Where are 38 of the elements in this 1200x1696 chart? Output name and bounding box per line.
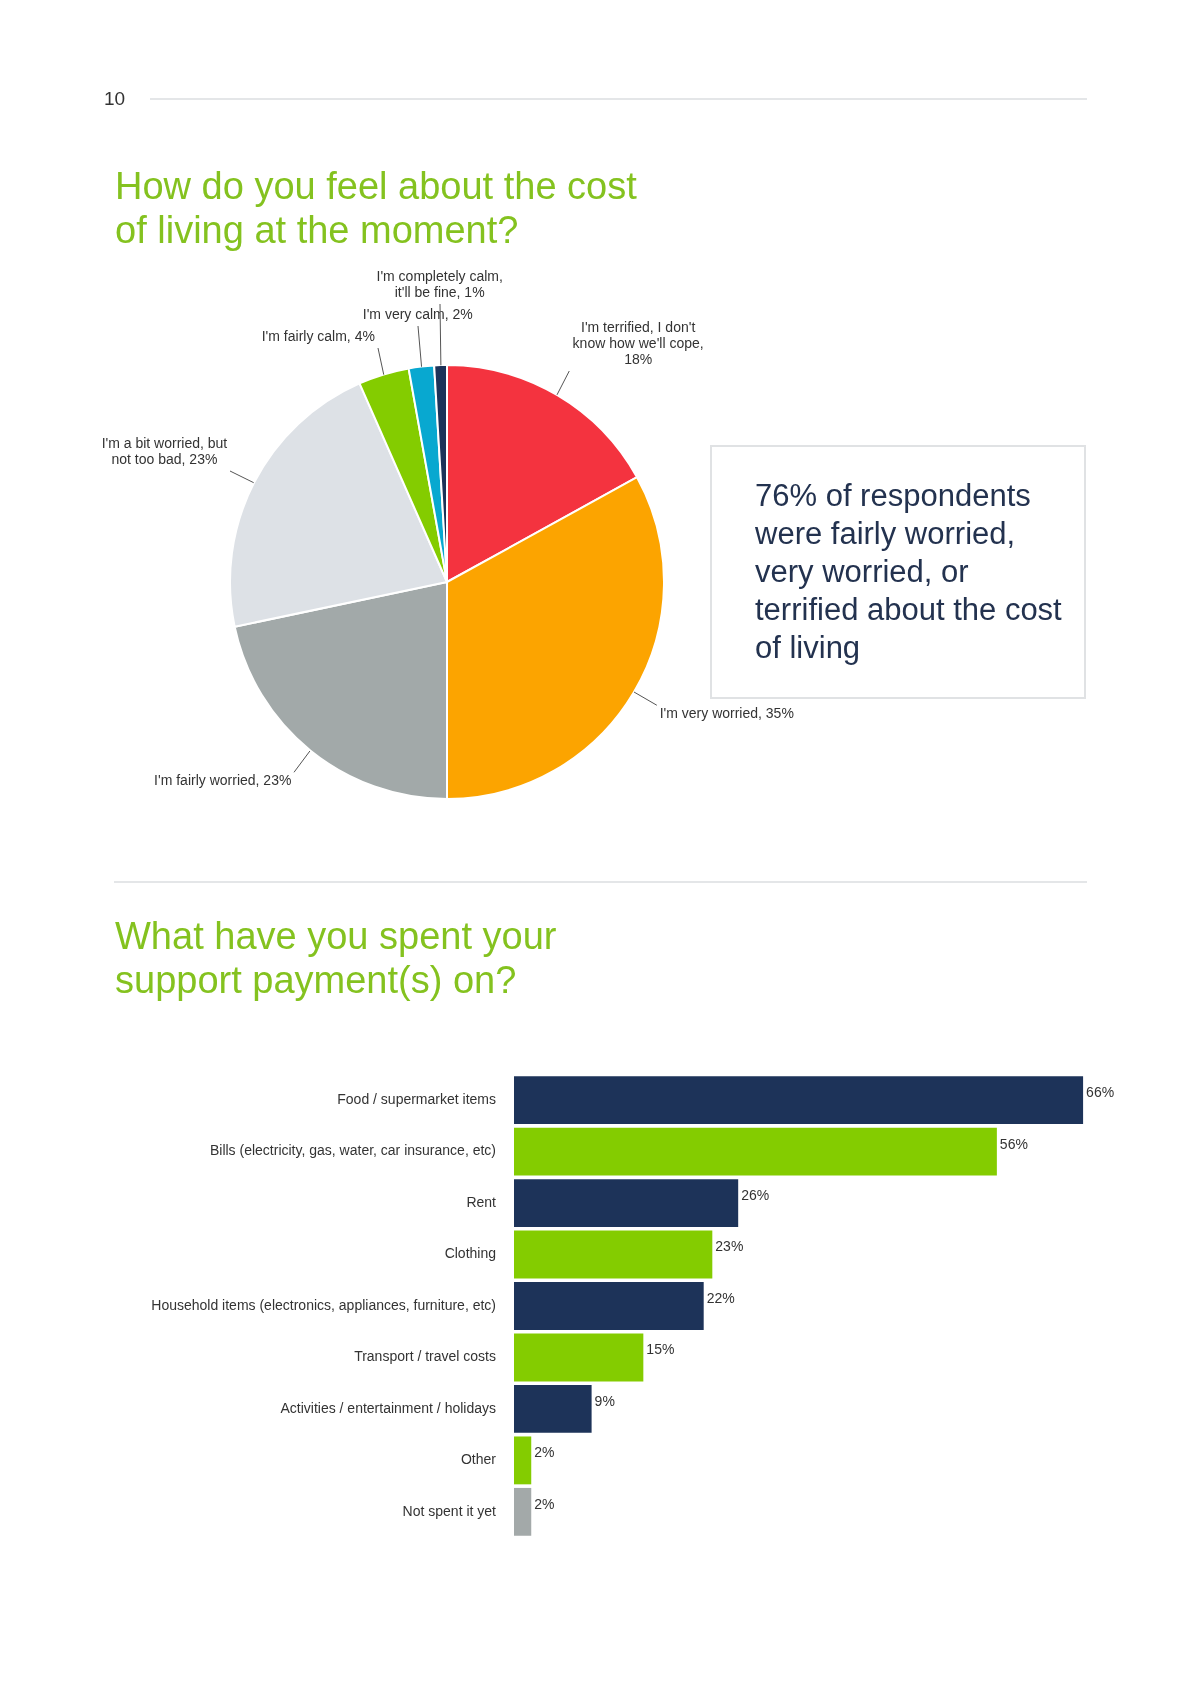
chart-title: How do you feel about the cost of living at the moment? [115, 164, 638, 252]
y-tick-label: Transport / travel costs [354, 1348, 496, 1365]
data-label: 56% [999, 1135, 1028, 1152]
slice-label: I'm fairly calm, 4% [261, 327, 375, 344]
bar [514, 1076, 1084, 1125]
slice-label: I'm very calm, 2% [362, 305, 473, 322]
y-tick-label: Other [460, 1451, 497, 1468]
chart-title: What have you spent your support payment(s) on? [115, 914, 558, 1002]
y-tick-label: Not spent it yet [402, 1502, 497, 1519]
bar [514, 1179, 739, 1227]
bar [514, 1282, 704, 1330]
y-tick-label: Rent [466, 1193, 497, 1210]
slice-label: I'm fairly worried, 23% [154, 771, 292, 788]
slice-label: I'm terrified, I don't know how we'll cope, 18% [572, 319, 704, 368]
y-tick-label: Food / supermarket items [337, 1090, 496, 1107]
bar [514, 1127, 997, 1176]
text: 10 [104, 88, 126, 110]
bar [514, 1230, 713, 1279]
data-label: 26% [741, 1186, 770, 1203]
y-tick-label: Household items (electronics, appliances, furniture, etc) [151, 1296, 496, 1313]
bar [514, 1333, 644, 1382]
data-label: 66% [1086, 1084, 1115, 1101]
data-label: 23% [715, 1238, 744, 1255]
y-tick-label: Activities / entertainment / holidays [280, 1399, 496, 1416]
bar [514, 1436, 532, 1485]
bar [514, 1487, 532, 1536]
slice-label: I'm a bit worried, but not too bad, 23% [101, 435, 228, 468]
y-tick-label: Bills (electricity, gas, water, car insurance, etc) [209, 1142, 496, 1159]
data-label: 22% [706, 1289, 735, 1306]
bar [514, 1385, 592, 1433]
data-label: 2% [534, 1495, 555, 1512]
slice-label: I'm very worried, 35% [659, 705, 794, 722]
data-label: 9% [594, 1392, 615, 1409]
text: 76% of respondents were fairly worried, very worried, or terrified about the cost of living [710, 445, 1086, 699]
data-label: 15% [646, 1341, 675, 1358]
slice-label: I'm completely calm, it'll be fine, 1% [376, 267, 503, 300]
y-tick-label: Clothing [444, 1245, 496, 1262]
data-label: 2% [534, 1444, 555, 1461]
